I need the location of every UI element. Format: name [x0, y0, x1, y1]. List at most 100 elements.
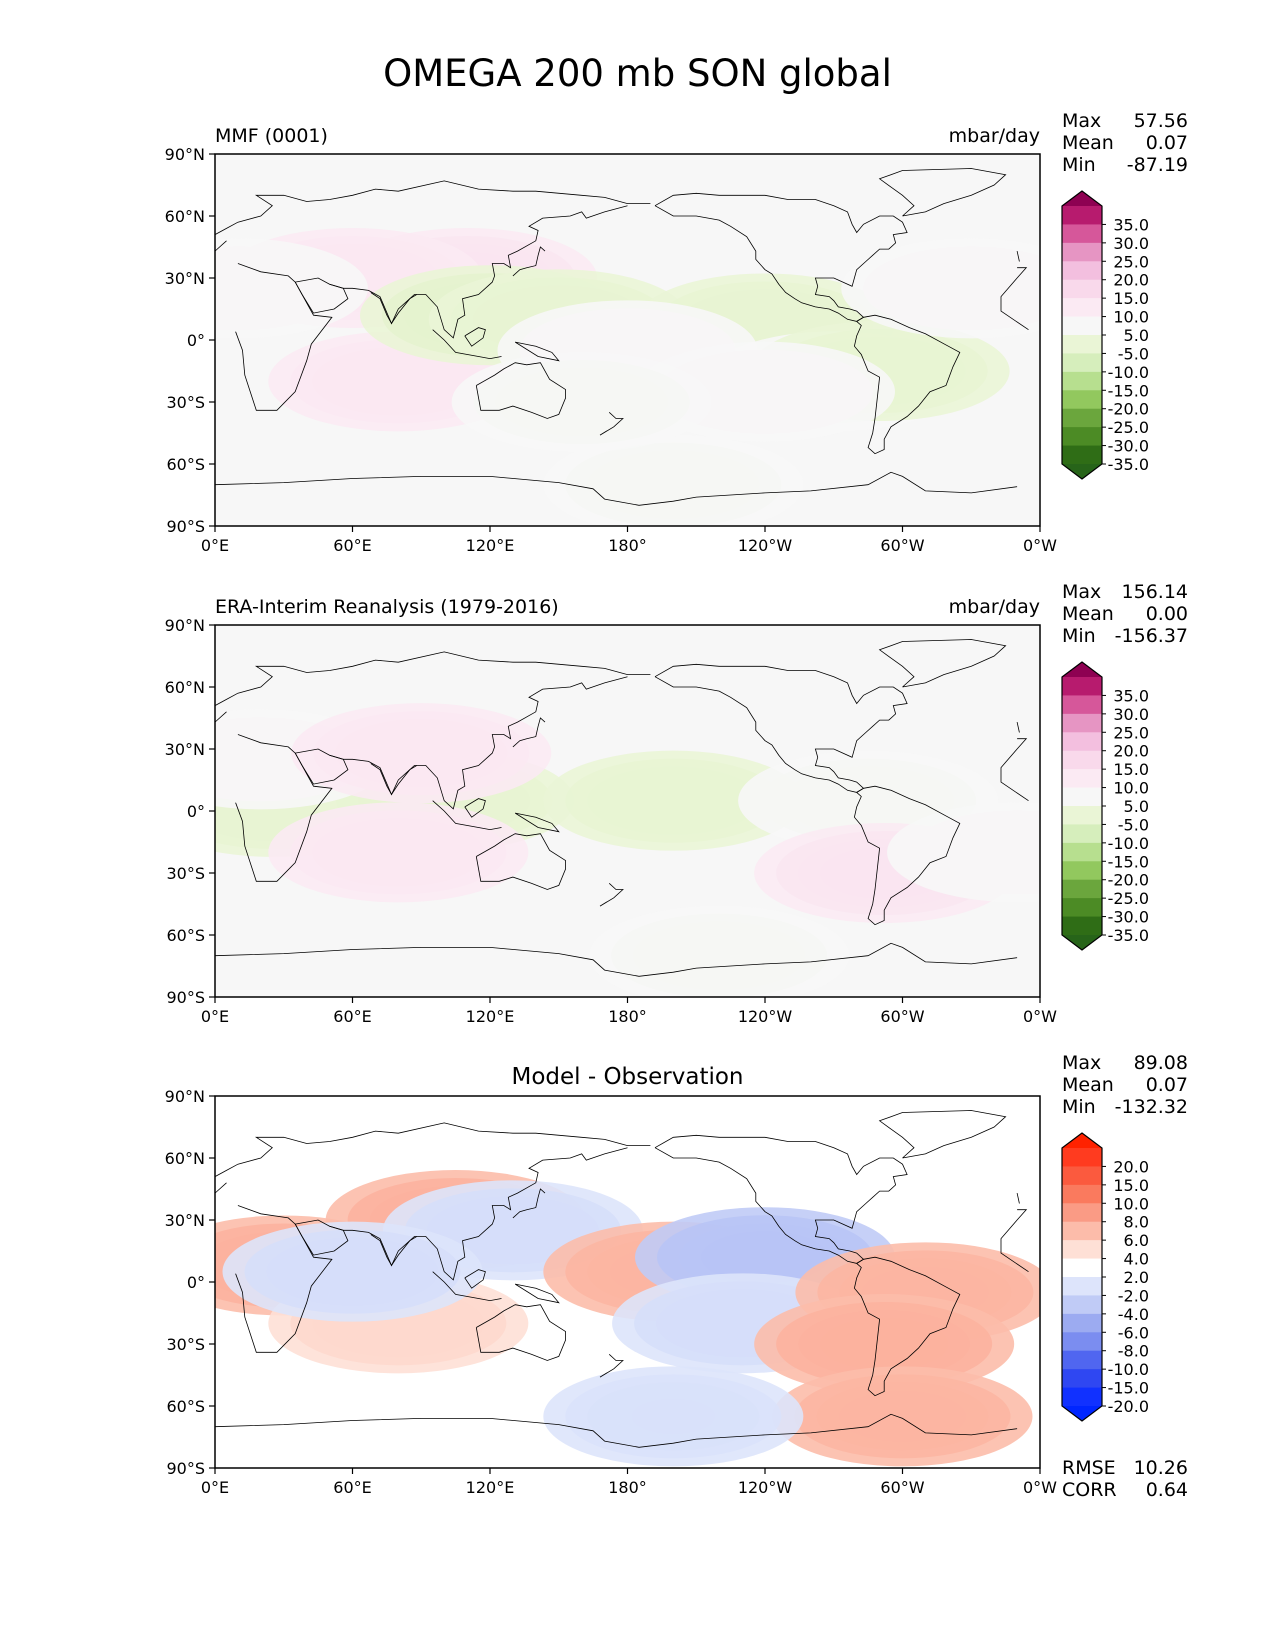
stat-key: Mean: [1062, 1074, 1114, 1096]
panel-left-title: MMF (0001): [215, 125, 328, 147]
stat-key: Min: [1062, 625, 1096, 647]
y-tick-label: 90°N: [165, 145, 205, 164]
coastline: [654, 663, 908, 793]
y-tick-label: 30°N: [165, 269, 205, 288]
field-contour: [543, 434, 804, 526]
field-contour: [451, 352, 712, 452]
coastline: [370, 763, 417, 796]
figure-title: OMEGA 200 mb SON global: [383, 52, 892, 95]
coastline: [512, 246, 546, 277]
coastline: [853, 314, 961, 455]
colorbar-extend-min: [1062, 464, 1102, 479]
colorbar-extend-max: [1062, 1133, 1102, 1148]
stat-key: Min: [1062, 1096, 1096, 1118]
x-tick-label: 0°E: [201, 1478, 229, 1497]
colorbar: 35.030.025.020.015.010.05.0-5.0-10.0-15.…: [1061, 661, 1149, 951]
colorbar-label: -15.0: [1108, 381, 1149, 400]
coastline: [464, 327, 486, 347]
y-tick-label: 90°S: [166, 1459, 205, 1478]
y-tick-label: 30°N: [165, 740, 205, 759]
coastline: [853, 785, 961, 926]
colorbar-bin: [1062, 1184, 1102, 1204]
stat-value: 0.00: [1146, 603, 1188, 625]
colorbar-label: 4.0: [1124, 1250, 1149, 1269]
stat-value: 0.64: [1146, 1479, 1188, 1501]
colorbar-bin: [1062, 1258, 1102, 1278]
coastline: [464, 798, 486, 818]
colorbar-label: -30.0: [1108, 908, 1149, 927]
colorbar-bin: [1062, 1332, 1102, 1352]
x-tick-label: 60°E: [333, 1478, 371, 1497]
x-tick-label: 0°E: [201, 536, 229, 555]
stat-value: -156.37: [1115, 625, 1188, 647]
field-contour: [772, 1366, 1033, 1467]
coastline: [215, 1413, 1018, 1448]
colorbar-bin: [1062, 242, 1102, 262]
stat-key: Max: [1062, 581, 1101, 603]
panel-center-title: Model - Observation: [511, 1064, 743, 1090]
colorbar-label: -30.0: [1108, 437, 1149, 456]
field-contour: [543, 750, 804, 851]
coastline: [475, 362, 566, 419]
field-contour: [589, 905, 850, 997]
colorbar-label: 30.0: [1113, 234, 1149, 253]
panel-units: mbar/day: [949, 596, 1040, 618]
x-tick-label: 60°W: [880, 1478, 924, 1497]
coastline: [514, 812, 560, 833]
y-tick-label: 30°S: [166, 393, 205, 412]
field-contour: [543, 1366, 804, 1467]
stat-value: 0.07: [1146, 1074, 1188, 1096]
colorbar: 35.030.025.020.015.010.05.0-5.0-10.0-15.…: [1061, 190, 1149, 480]
y-tick-label: 60°N: [165, 207, 205, 226]
coastline: [294, 752, 349, 785]
colorbar-label: -10.0: [1108, 834, 1149, 853]
colorbar-bin: [1062, 1369, 1102, 1389]
colorbar-extend-max: [1062, 662, 1102, 677]
x-tick-label: 60°E: [333, 1007, 371, 1026]
colorbar-bin: [1062, 916, 1102, 936]
colorbar-bin: [1062, 408, 1102, 428]
coastline: [654, 192, 908, 322]
coastline: [853, 1256, 961, 1397]
coastline: [475, 1304, 566, 1361]
y-tick-label: 30°S: [166, 1335, 205, 1354]
colorbar-label: -25.0: [1108, 889, 1149, 908]
colorbar-label: 30.0: [1113, 705, 1149, 724]
x-tick-label: 0°W: [1023, 1478, 1057, 1497]
colorbar-label: -35.0: [1108, 926, 1149, 945]
stat-key: Max: [1062, 1052, 1101, 1074]
colorbar-label: 15.0: [1113, 1176, 1149, 1195]
colorbar-bin: [1062, 427, 1102, 447]
colorbar-bin: [1062, 298, 1102, 318]
coastline: [599, 883, 624, 907]
colorbar-bin: [1062, 787, 1102, 807]
colorbar-bin: [1062, 861, 1102, 881]
coastline: [878, 639, 1007, 688]
x-tick-label: 120°W: [738, 1007, 793, 1026]
colorbar-label: 15.0: [1113, 760, 1149, 779]
colorbar-bin: [1062, 842, 1102, 862]
y-tick-label: 60°S: [166, 926, 205, 945]
colorbar-extend-min: [1062, 935, 1102, 950]
coastlines: [215, 1110, 1029, 1448]
y-tick-label: 0°: [187, 1273, 205, 1292]
y-tick-label: 30°N: [165, 1211, 205, 1230]
colorbar-label: -5.0: [1118, 344, 1149, 363]
colorbar-label: -10.0: [1108, 363, 1149, 382]
colorbar-bin: [1062, 1313, 1102, 1333]
x-tick-label: 0°W: [1023, 1007, 1057, 1026]
stat-key: Max: [1062, 110, 1101, 132]
colorbar-bin: [1062, 769, 1102, 789]
coastline: [215, 942, 1018, 977]
colorbar-label: 2.0: [1124, 1268, 1149, 1287]
colorbar-label: 20.0: [1113, 1157, 1149, 1176]
colorbar-label: 35.0: [1113, 215, 1149, 234]
colorbar-bin: [1062, 1240, 1102, 1260]
colorbar-bin: [1062, 1295, 1102, 1315]
stat-value: 0.07: [1146, 132, 1188, 154]
coastline: [464, 1269, 486, 1289]
field-contour: [222, 1221, 483, 1322]
x-tick-label: 120°W: [738, 1478, 793, 1497]
field-contour: [268, 802, 529, 903]
